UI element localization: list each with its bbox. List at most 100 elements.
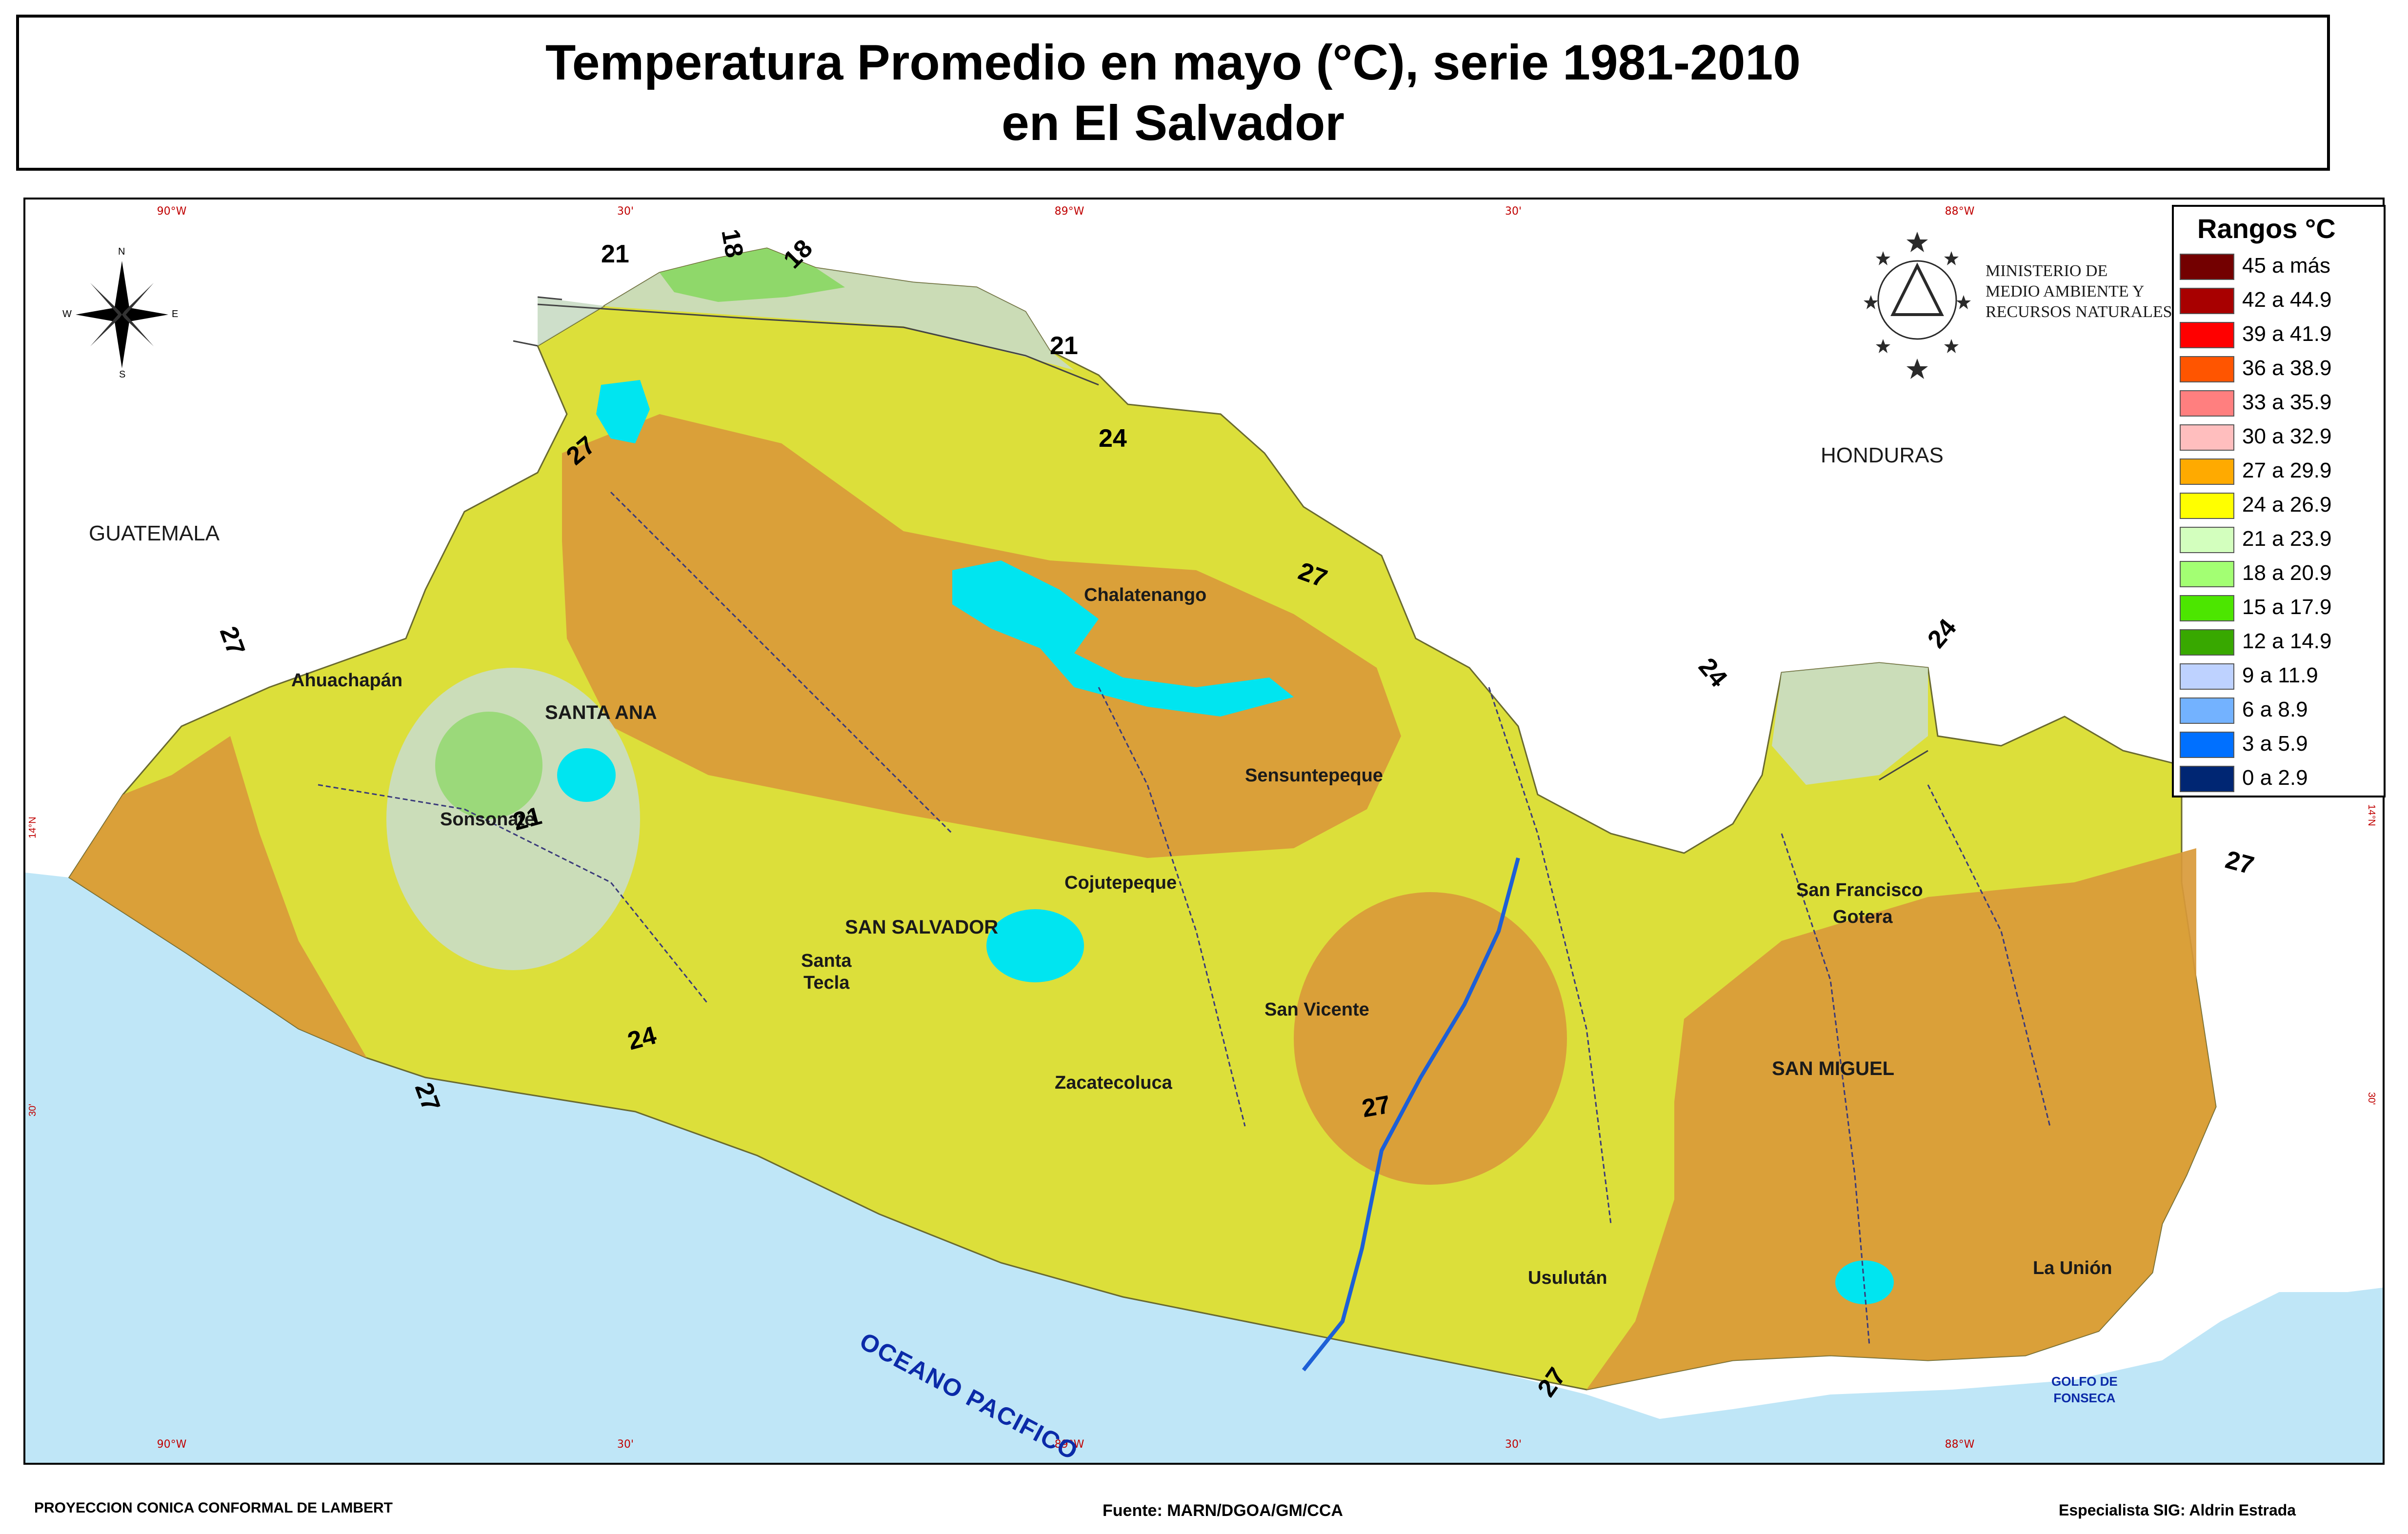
place-sonsonate: Sonsonate [440, 809, 535, 830]
legend-swatch [2180, 424, 2234, 451]
place-cojutepeque: Cojutepeque [1064, 873, 1177, 893]
isotherm-lines [513, 296, 1928, 781]
legend-swatch [2180, 663, 2234, 690]
place-san-salvador: SAN SALVADOR [845, 916, 999, 938]
place-la-union: La Unión [2033, 1258, 2112, 1278]
legend-item: 30 a 32.9 [2180, 421, 2385, 454]
grat-top-label-4: 30' [1505, 205, 1522, 218]
golfo-label: GOLFO DE FONSECA [2051, 1373, 2118, 1406]
compass-w: W [62, 309, 72, 319]
legend-title: Rangos °C [2197, 213, 2336, 244]
ministry-line-3: RECURSOS NATURALES [1986, 303, 2172, 321]
legend-item: 45 a más [2180, 251, 2385, 283]
legend-label: 0 a 2.9 [2242, 766, 2308, 790]
place-chalatenango: Chalatenango [1084, 585, 1207, 605]
legend-swatch [2180, 288, 2234, 314]
river-lempa [1302, 857, 1520, 1372]
grat-top-label-1: 90°W [157, 205, 187, 218]
legend-label: 39 a 41.9 [2242, 322, 2332, 346]
zone-27-central-north [562, 414, 1401, 858]
isotherm-label: 18 [716, 227, 749, 260]
legend-label: 36 a 38.9 [2242, 356, 2332, 380]
legend-item: 15 a 17.9 [2180, 592, 2385, 625]
map-frame: 90°W 30' 89°W 30' 88°W 90°W 30' 89°W 30'… [23, 198, 2385, 1465]
place-san-francisco-1: San Francisco [1796, 880, 1923, 900]
legend-label: 12 a 14.9 [2242, 629, 2332, 653]
grat-top-label-3: 89°W [1054, 205, 1084, 218]
legend-swatch [2180, 356, 2234, 382]
source-note: Fuente: MARN/DGOA/GM/CCA [1103, 1501, 1343, 1520]
department-borders [318, 491, 2051, 1346]
grat-bottom-label-5: 88°W [1945, 1438, 1975, 1451]
ministry-seal-icon [1864, 232, 1971, 379]
zone-18-north [660, 248, 845, 302]
legend-item: 3 a 5.9 [2180, 729, 2385, 761]
ministry-logo: MINISTERIO DE MEDIO AMBIENTE Y RECURSOS … [1854, 222, 2186, 388]
lake-ilopango [986, 909, 1084, 982]
legend-label: 27 a 29.9 [2242, 458, 2332, 482]
legend-swatch [2180, 629, 2234, 656]
legend-swatch [2180, 732, 2234, 758]
legend-label: 33 a 35.9 [2242, 390, 2332, 414]
grat-left-label-2: 30' [27, 1103, 38, 1116]
ministry-text: MINISTERIO DE MEDIO AMBIENTE Y RECURSOS … [1986, 261, 2172, 322]
legend-swatch [2180, 766, 2234, 792]
compass-e: E [172, 309, 179, 319]
compass-svg [76, 261, 168, 368]
legend-swatch [2180, 561, 2234, 587]
grat-top-label-5: 88°W [1945, 205, 1975, 218]
legend-item: 21 a 23.9 [2180, 524, 2385, 557]
grat-right-label-2: 30' [2366, 1092, 2377, 1105]
author-note: Especialista SIG: Aldrin Estrada [2059, 1501, 2296, 1519]
legend-label: 42 a 44.9 [2242, 288, 2332, 312]
zone-18-santa-ana [435, 712, 542, 819]
legend-label: 21 a 23.9 [2242, 527, 2332, 551]
isotherm-label: 21 [601, 240, 629, 268]
legend-swatch [2180, 595, 2234, 621]
place-santa-tecla-1: Santa [801, 951, 852, 971]
map-title-line-2: en El Salvador [1002, 95, 1344, 151]
isotherm-label: 21 [1050, 332, 1078, 360]
legend: Rangos °C 45 a más 42 a 44.9 39 a 41.9 36 a… [2172, 205, 2386, 797]
golfo-line-2: FONSECA [2053, 1391, 2116, 1405]
ministry-line-2: MEDIO AMBIENTE Y [1986, 282, 2145, 300]
isotherm-label: 24 [1099, 424, 1127, 453]
legend-item: 18 a 20.9 [2180, 558, 2385, 591]
legend-label: 24 a 26.9 [2242, 493, 2332, 517]
zone-27-san-vicente [1294, 892, 1567, 1185]
legend-item: 39 a 41.9 [2180, 319, 2385, 352]
place-ahuachapan: Ahuachapán [291, 670, 403, 691]
lake-coatepeque [557, 748, 616, 802]
place-sensuntepeque: Sensuntepeque [1245, 765, 1383, 786]
lake-guija [596, 380, 650, 443]
grat-right-label-1: 14°N [2366, 804, 2377, 826]
legend-item: 12 a 14.9 [2180, 626, 2385, 659]
lake-cerron-grande [952, 560, 1294, 717]
country-guatemala: GUATEMALA [89, 521, 220, 545]
legend-label: 9 a 11.9 [2242, 663, 2318, 687]
place-san-vicente: San Vicente [1264, 999, 1369, 1020]
map-title-line-1: Temperatura Promedio en mayo (°C), serie… [545, 35, 1801, 90]
zone-27-east [1586, 848, 2216, 1390]
grat-bottom-label-3: 89°W [1054, 1438, 1084, 1451]
legend-item: 24 a 26.9 [2180, 490, 2385, 522]
legend-label: 3 a 5.9 [2242, 732, 2308, 756]
isotherm-label: 27 [1360, 1090, 1393, 1123]
grat-left-label-1: 14°N [27, 817, 38, 838]
legend-label: 30 a 32.9 [2242, 424, 2332, 448]
legend-item: 27 a 29.9 [2180, 456, 2385, 488]
legend-swatch [2180, 697, 2234, 724]
legend-label: 45 a más [2242, 254, 2330, 278]
zone-27-west-coast [69, 736, 367, 1058]
legend-label: 15 a 17.9 [2242, 595, 2332, 619]
projection-note: PROYECCION CONICA CONFORMAL DE LAMBERT [34, 1500, 393, 1516]
legend-label: 6 a 8.9 [2242, 697, 2308, 721]
legend-item: 36 a 38.9 [2180, 353, 2385, 386]
legend-swatch [2180, 527, 2234, 553]
place-santa-ana: SANTA ANA [545, 702, 657, 723]
golfo-line-1: GOLFO DE [2051, 1374, 2118, 1389]
legend-item: 6 a 8.9 [2180, 695, 2385, 727]
grat-bottom-label-2: 30' [617, 1438, 634, 1451]
compass-n: N [118, 246, 125, 257]
place-zacatecoluca: Zacatecoluca [1055, 1073, 1172, 1093]
